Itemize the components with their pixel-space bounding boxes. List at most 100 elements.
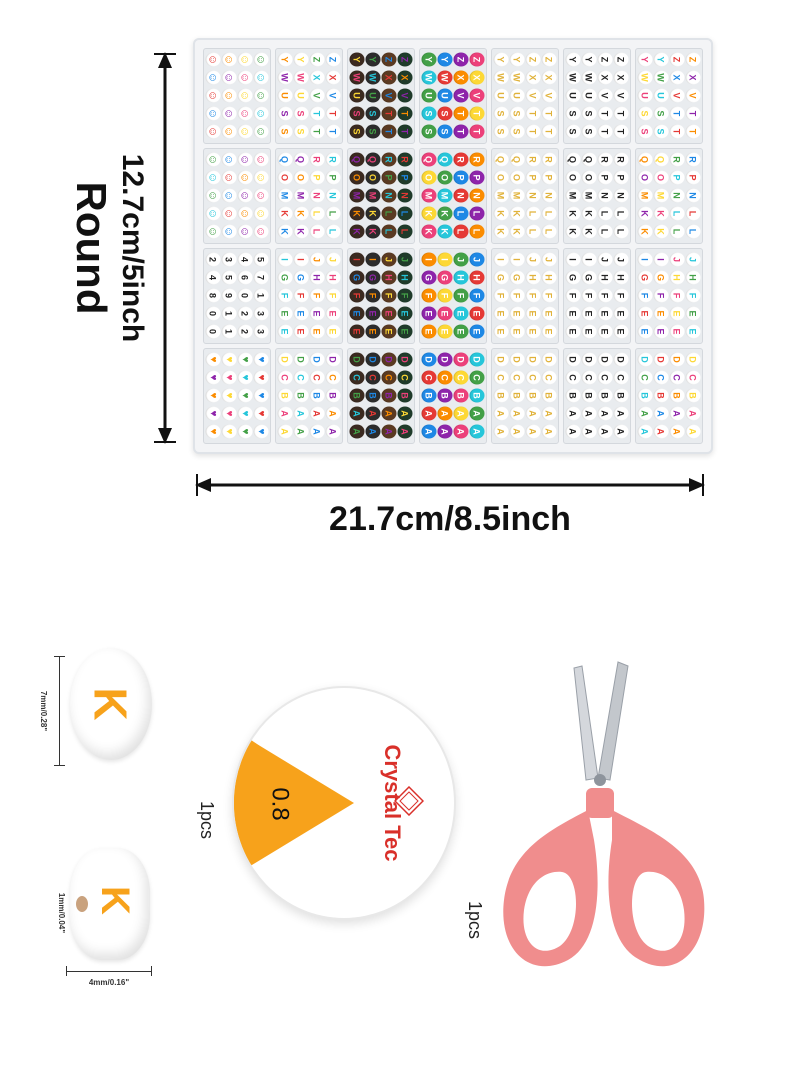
bead: F <box>669 288 685 303</box>
bead: A <box>613 406 629 421</box>
bead: O <box>293 170 309 185</box>
bead: Y <box>349 52 365 67</box>
scissors-qty-wrap: 1pcs <box>462 890 488 950</box>
bead: N <box>525 188 541 203</box>
bead: A <box>453 424 469 439</box>
bead: S <box>293 124 309 139</box>
bead: ☺ <box>253 152 269 167</box>
bead: A <box>613 424 629 439</box>
bead: L <box>453 206 469 221</box>
bead: E <box>613 324 629 339</box>
bead: A <box>653 424 669 439</box>
bead: 0 <box>237 288 253 303</box>
bead: H <box>381 270 397 285</box>
bead: A <box>397 406 413 421</box>
bead: L <box>325 206 341 221</box>
bead: L <box>381 224 397 239</box>
bead: L <box>525 206 541 221</box>
bead: S <box>277 106 293 121</box>
bead: S <box>365 124 381 139</box>
bead: E <box>525 306 541 321</box>
bead: O <box>653 170 669 185</box>
bead: S <box>653 124 669 139</box>
bead: ☺ <box>253 206 269 221</box>
bead: A <box>509 406 525 421</box>
bead: O <box>421 170 437 185</box>
bead: D <box>381 352 397 367</box>
bead: C <box>397 370 413 385</box>
width-label: 21.7cm/8.5inch <box>329 500 571 538</box>
bead: ☺ <box>205 124 221 139</box>
bead: P <box>309 170 325 185</box>
bead: K <box>437 206 453 221</box>
bead: 8 <box>205 288 221 303</box>
bead: ☺ <box>253 106 269 121</box>
bead: K <box>277 224 293 239</box>
bead: A <box>397 424 413 439</box>
bead: E <box>309 306 325 321</box>
bead: N <box>325 188 341 203</box>
bead: 2 <box>237 306 253 321</box>
bead: S <box>493 124 509 139</box>
bead: K <box>293 206 309 221</box>
bead: K <box>349 224 365 239</box>
bead: L <box>597 224 613 239</box>
scissors-qty-label: 1pcs <box>465 900 485 940</box>
bead: W <box>565 70 581 85</box>
bead: E <box>349 324 365 339</box>
bead: G <box>277 270 293 285</box>
bead: E <box>277 306 293 321</box>
bead: 2 <box>205 252 221 267</box>
bead: ♥ <box>253 388 269 403</box>
bead: N <box>453 188 469 203</box>
bead-letter-side: K <box>92 886 137 915</box>
bead: R <box>453 152 469 167</box>
bead: B <box>637 388 653 403</box>
bead: 3 <box>253 306 269 321</box>
bead: E <box>637 306 653 321</box>
bead: A <box>581 406 597 421</box>
bead: ☺ <box>253 88 269 103</box>
bead: ☺ <box>221 88 237 103</box>
bead: T <box>381 124 397 139</box>
bead: T <box>669 124 685 139</box>
bead: ☺ <box>237 124 253 139</box>
bead: X <box>597 70 613 85</box>
bead: W <box>509 70 525 85</box>
bead: T <box>397 106 413 121</box>
bead: B <box>669 388 685 403</box>
bead: A <box>365 406 381 421</box>
bead: T <box>453 124 469 139</box>
bead: R <box>613 152 629 167</box>
bead: S <box>653 106 669 121</box>
bead: ♥ <box>253 406 269 421</box>
bead: V <box>669 88 685 103</box>
bead: U <box>581 88 597 103</box>
bead: M <box>581 188 597 203</box>
bead: C <box>493 370 509 385</box>
bead: K <box>349 206 365 221</box>
round-label-wrap: Round <box>62 52 115 444</box>
bead: D <box>397 352 413 367</box>
bead-hole-icon <box>76 896 88 912</box>
bead: P <box>597 170 613 185</box>
bead: A <box>421 424 437 439</box>
bead: P <box>453 170 469 185</box>
bead: I <box>653 252 669 267</box>
bead: O <box>349 170 365 185</box>
bead: E <box>421 306 437 321</box>
bead: D <box>685 352 701 367</box>
bead: T <box>309 124 325 139</box>
bead: O <box>365 170 381 185</box>
bead: E <box>325 306 341 321</box>
bead: D <box>613 352 629 367</box>
bead: C <box>597 370 613 385</box>
bead: E <box>437 324 453 339</box>
bead: A <box>565 406 581 421</box>
bead: Q <box>565 152 581 167</box>
bead: K <box>293 224 309 239</box>
bead: 5 <box>253 252 269 267</box>
bead: L <box>669 224 685 239</box>
